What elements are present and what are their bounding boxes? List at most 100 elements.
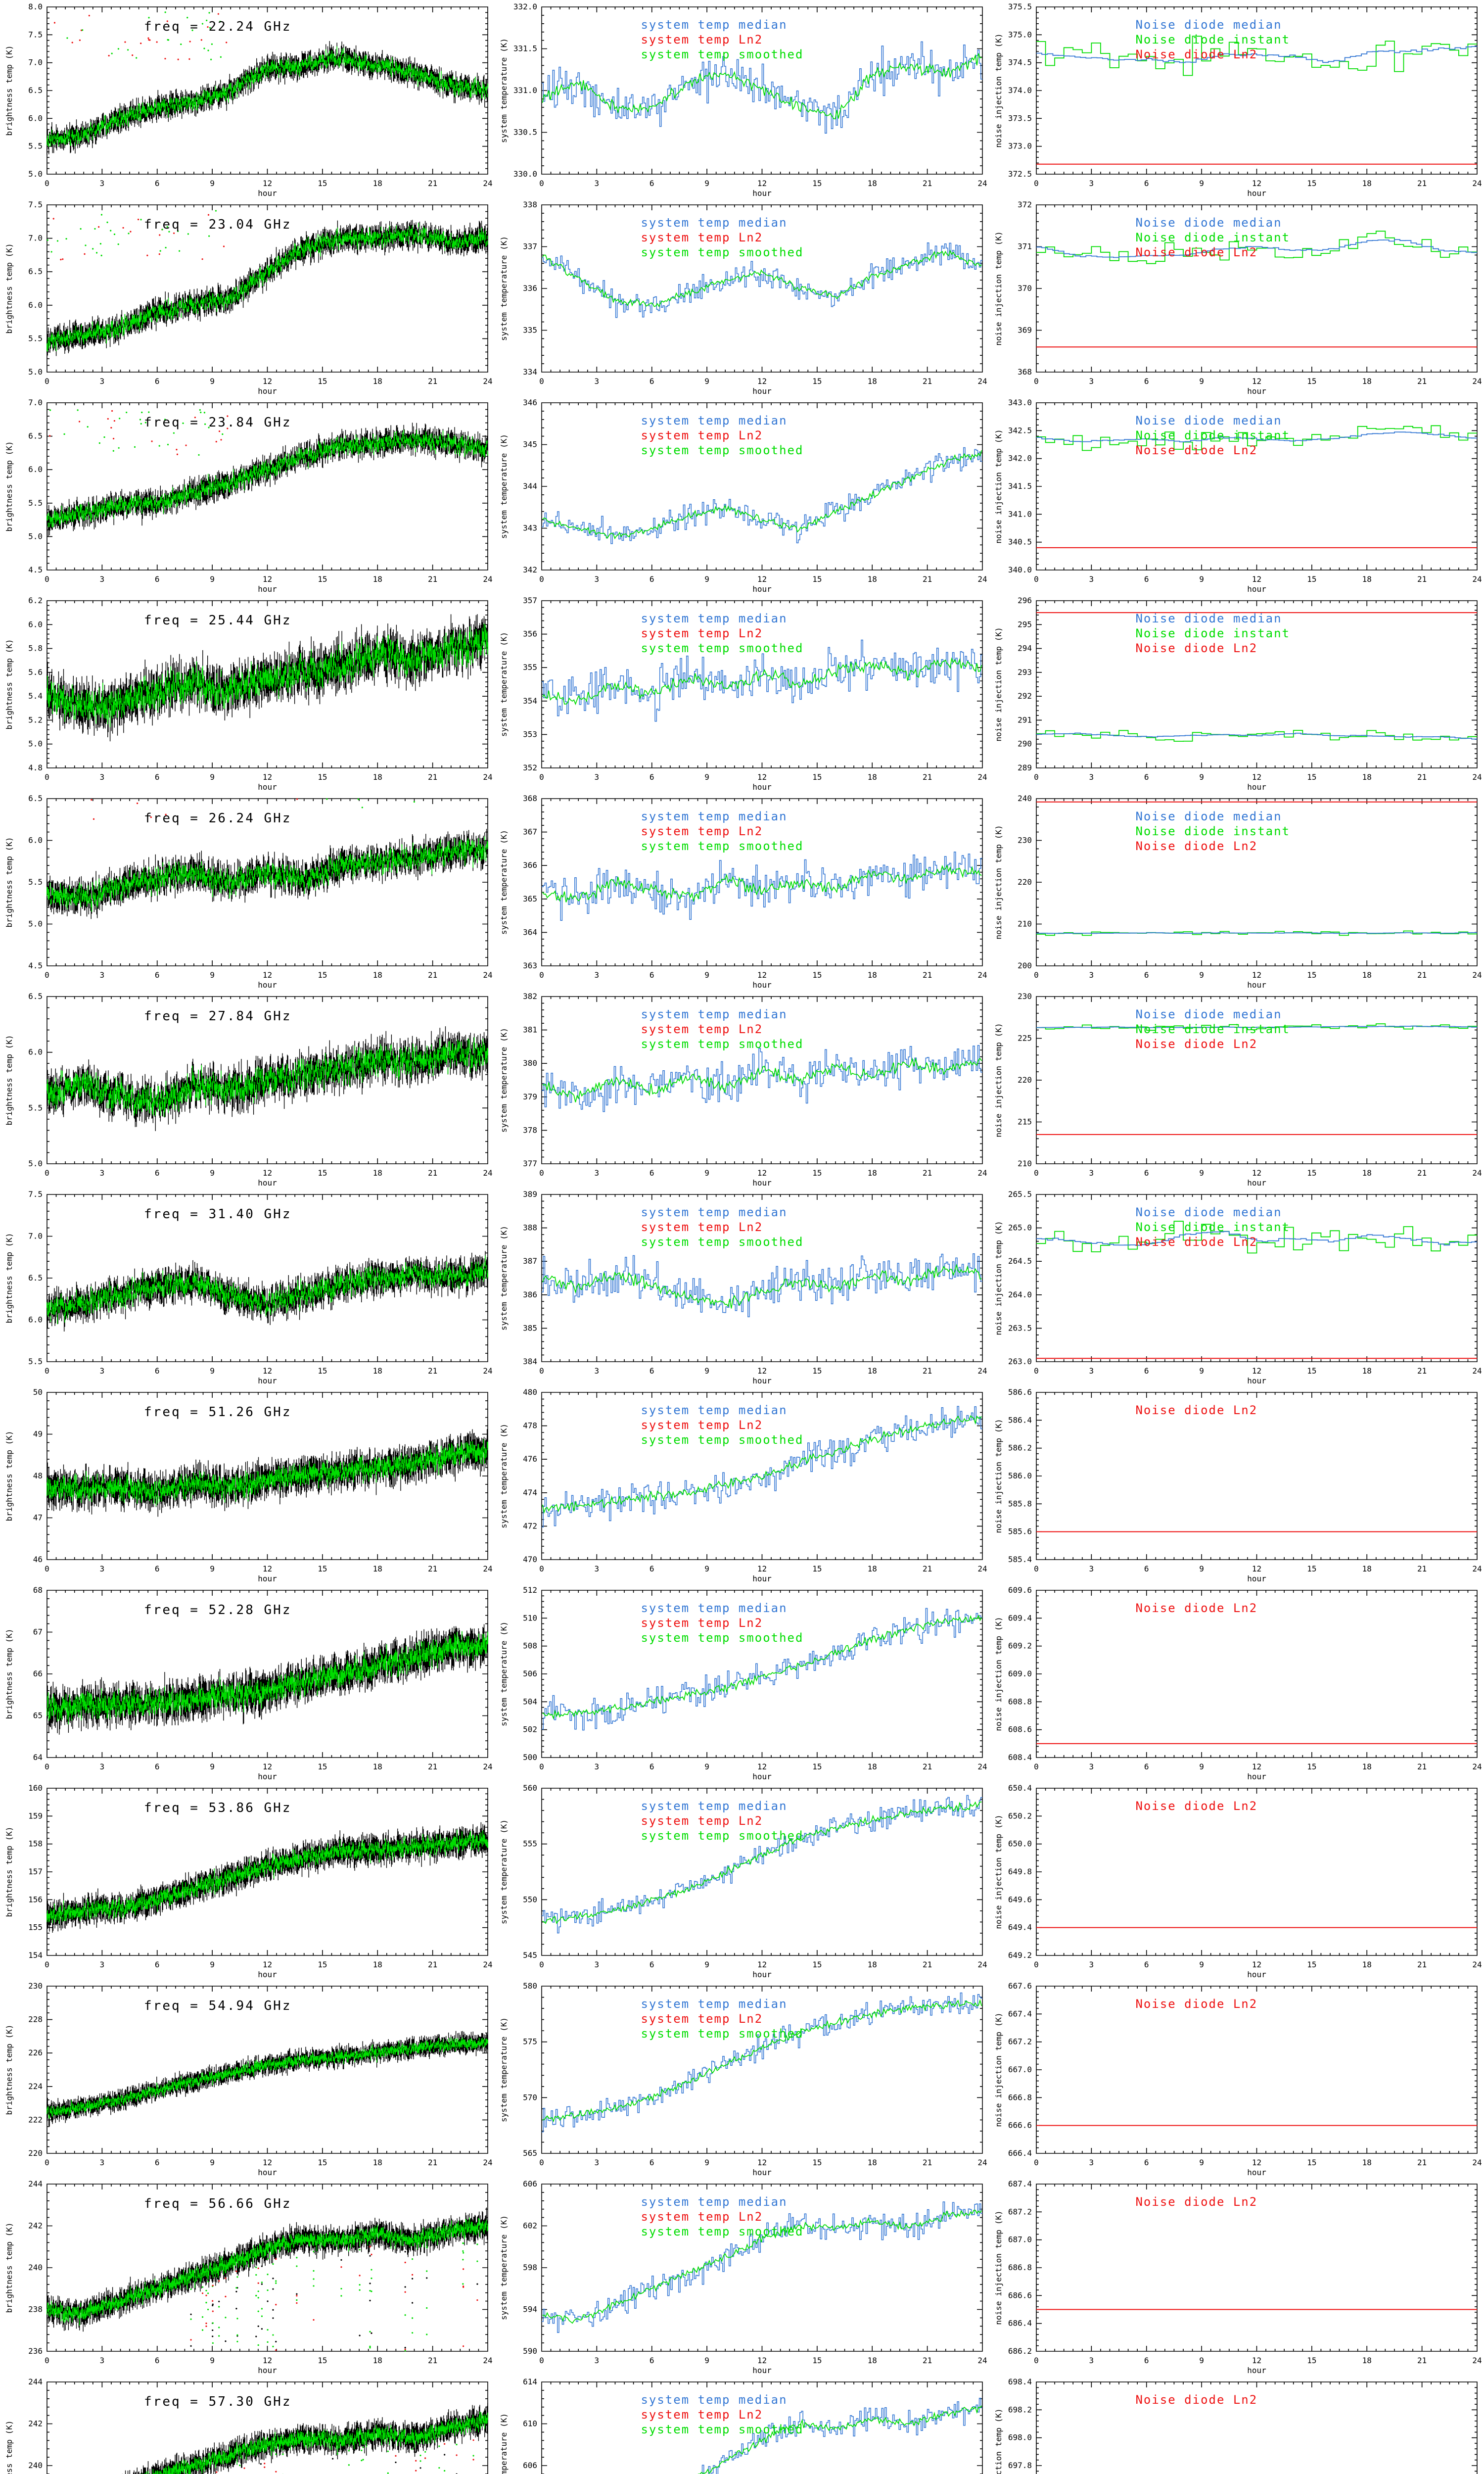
x-tick-label: 18 [1362,970,1372,980]
outlier-dot [296,2302,298,2304]
right-legend-entry: Noise diode instant [1135,231,1290,244]
panel-brightness-temp-56.66ghz: 0 3 6 9 12 15 18 21 24 236 238 240 242 244 hour brightn… [0,2177,495,2375]
x-tick-label: 3 [595,2356,600,2365]
brightness-temp-raw-series [46,41,488,155]
x-tick-label: 9 [704,970,709,980]
right-legend-entry: Noise diode instant [1135,626,1290,640]
panel-brightness-temp-25.44ghz: 0 3 6 9 12 15 18 21 24 4.8 5.0 5.2 5.4 5.6 5.8 6.0 6.2 ho… [0,594,495,792]
x-tick-label: 12 [1252,179,1261,188]
x-tick-label: 9 [210,1168,215,1178]
outlier-dot [340,2259,342,2261]
x-tick-label: 6 [155,2158,160,2167]
outlier-dot [194,417,196,419]
noise-diode-instant-series [1036,231,1477,264]
outlier-dot [173,232,175,234]
x-tick-label: 21 [428,574,437,584]
x-tick-label: 24 [483,2158,492,2167]
outlier-dot [371,2277,372,2280]
x-tick-label: 12 [757,2356,767,2365]
outlier-dot [190,2318,192,2320]
y-tick-label: 66 [33,1669,43,1678]
y-tick-label: 585.4 [1008,1555,1032,1564]
y-tick-label: 649.2 [1008,1951,1032,1960]
x-tick-label: 24 [483,2356,492,2365]
y-tick-label: 378 [523,1125,537,1135]
panel-noise-diode-22.24ghz: 0 3 6 9 12 15 18 21 24 372.5 373.0 373.5 374.0 374.5 3… [989,0,1484,198]
right-legend-entry: Noise diode Ln2 [1135,2393,1257,2407]
outlier-dot [472,2459,474,2461]
right-axes [1036,6,1478,175]
outlier-dot [257,2267,259,2269]
y-tick-label: 337 [523,242,537,251]
outlier-dot [71,42,73,44]
x-tick-label: 24 [1472,1564,1482,1573]
outlier-dot [438,2445,440,2447]
y-tick-label: 356 [523,629,537,639]
y-tick-label: 355 [523,663,537,672]
y-tick-label: 506 [523,1669,537,1678]
y-tick-label: 650.0 [1008,1839,1032,1849]
y-tick-label: 330.5 [513,128,537,137]
outlier-dot [66,37,68,39]
outlier-dot [177,58,179,60]
panel-brightness-temp-23.04ghz: 0 3 6 9 12 15 18 21 24 5.0 5.5 6.0 6.5 7.0 7.5 hour brig… [0,198,495,396]
x-tick-label: 18 [868,1762,877,1771]
y-tick-label: 242 [28,2221,43,2231]
brightness-temp-smoothed-series [46,836,488,912]
x-tick-label: 0 [539,1366,544,1376]
x-axis-label: hour [752,1970,772,1979]
outlier-dot [267,2289,269,2291]
x-tick-label: 9 [210,970,215,980]
outlier-dot [236,2318,238,2320]
outlier-dot [207,214,210,216]
y-tick-label: 263.5 [1008,1323,1032,1332]
x-tick-label: 21 [923,2356,932,2365]
y-tick-label: 344 [523,481,537,491]
x-axis-label: hour [1247,584,1266,594]
outlier-dot [79,39,81,41]
middle-legend-entry: system temp Ln2 [641,2012,763,2026]
y-axis-label: system temperature (K) [499,2017,509,2122]
x-tick-label: 6 [649,772,654,782]
y-tick-label: 263.0 [1008,1357,1032,1366]
middle-axes [541,1788,983,1956]
x-tick-label: 0 [45,1762,49,1771]
x-tick-label: 0 [45,772,49,782]
y-tick-label: 224 [28,2082,43,2091]
y-tick-label: 388 [523,1223,537,1233]
y-tick-label: 606 [523,2461,537,2470]
x-tick-label: 6 [649,1960,654,1969]
outlier-dot [369,2331,371,2332]
panel-brightness-temp-22.24ghz: 0 3 6 9 12 15 18 21 24 5.0 5.5 6.0 6.5 7.0 7.5 8.0 hour b… [0,0,495,198]
x-tick-label: 12 [1252,2158,1261,2167]
outlier-dot [267,2341,269,2343]
x-tick-label: 9 [1199,970,1204,980]
y-tick-label: 6.0 [28,1315,43,1325]
x-tick-label: 12 [263,970,272,980]
right-legend-entry: Noise diode Ln2 [1135,2195,1257,2209]
x-tick-label: 3 [595,1564,600,1573]
x-tick-label: 18 [373,1168,382,1178]
x-tick-label: 3 [1089,970,1094,980]
outlier-dot [257,2297,259,2299]
y-axis-label: brightness temp (K) [4,441,14,531]
outlier-dot [93,818,95,820]
x-tick-label: 3 [100,772,105,782]
outlier-dot [113,233,116,236]
middle-legend-entry: system temp median [641,612,787,625]
y-tick-label: 609.2 [1008,1641,1032,1651]
x-tick-label: 6 [155,1168,160,1178]
y-tick-label: 6.5 [28,1273,43,1283]
outlier-dot [412,2278,414,2280]
y-tick-label: 586.4 [1008,1415,1032,1425]
x-tick-label: 3 [1089,574,1094,584]
outlier-dot [100,254,102,256]
outlier-dot [326,798,328,800]
outlier-dot [182,422,184,424]
noise-diode-instant-series [1036,425,1477,451]
outlier-dot [359,2289,361,2291]
x-tick-label: 3 [100,1960,105,1969]
x-tick-label: 12 [757,970,767,980]
middle-legend-entry: system temp smoothed [641,245,803,259]
outlier-dot [313,2278,315,2280]
